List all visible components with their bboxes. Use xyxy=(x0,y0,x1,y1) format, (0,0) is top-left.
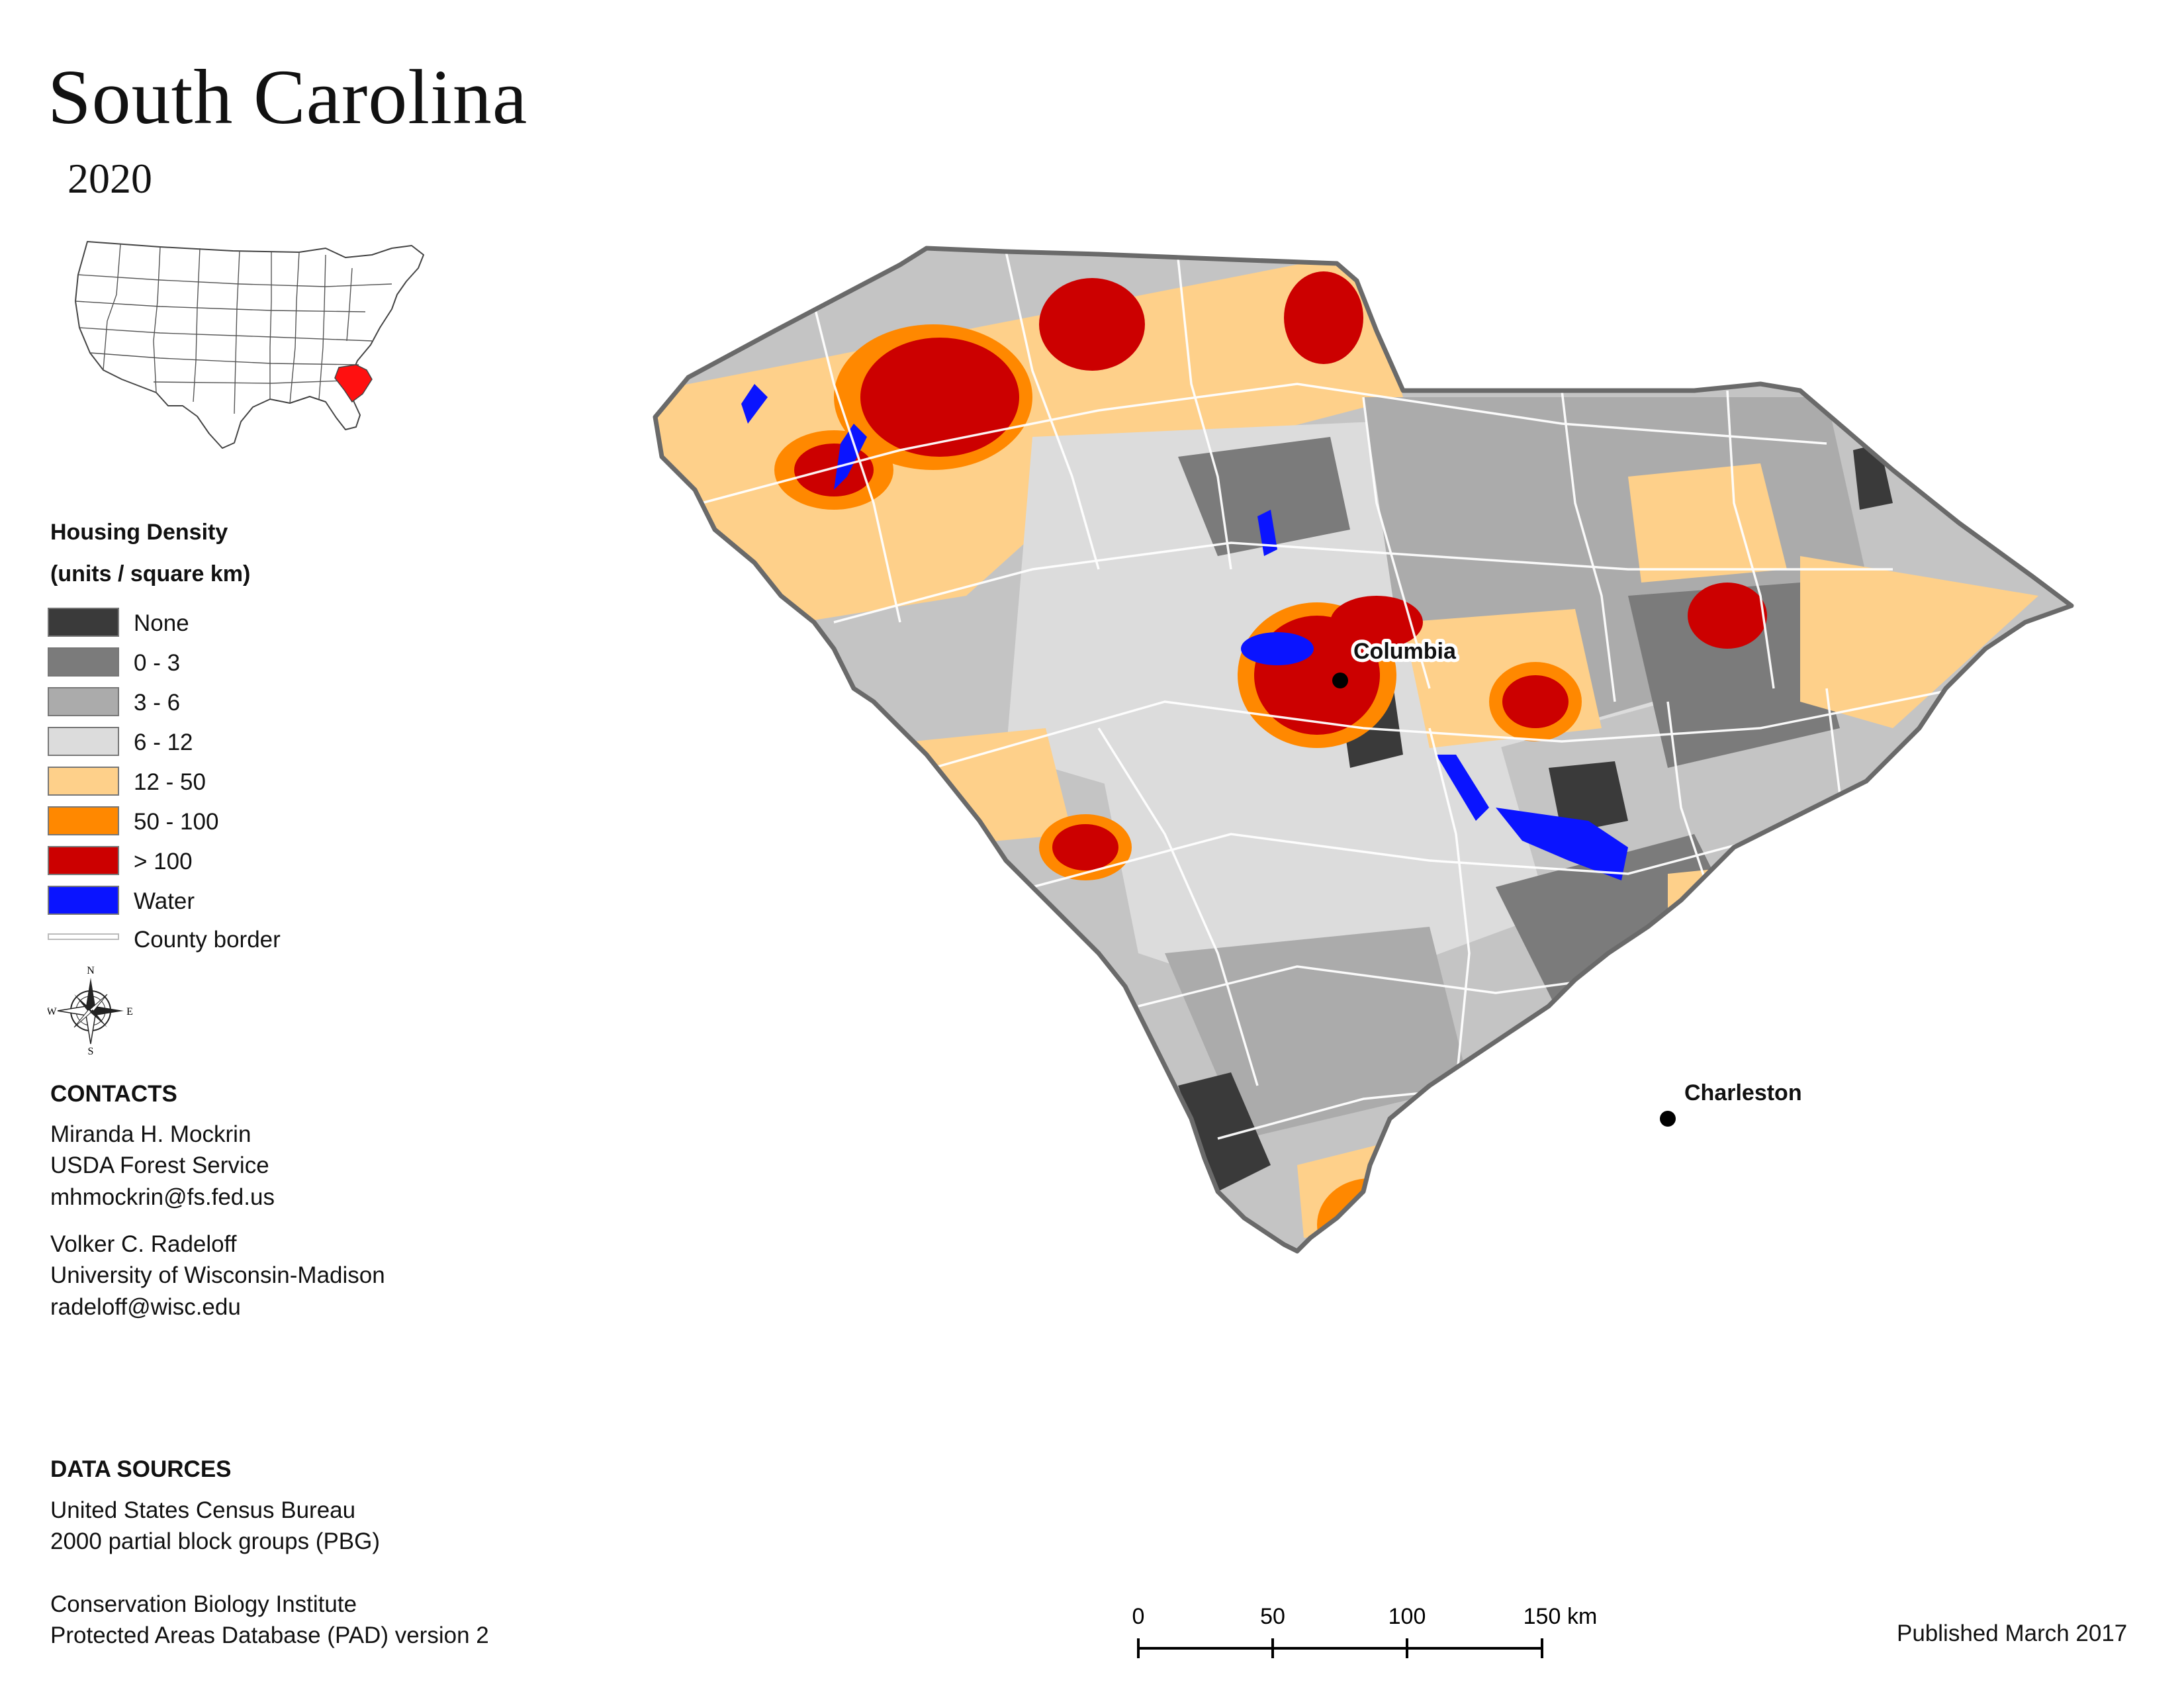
published-date: Published March 2017 xyxy=(1897,1620,2128,1646)
legend-swatch xyxy=(48,846,119,875)
county-border-swatch xyxy=(48,933,119,940)
legend-item-6-12: 6 - 12 xyxy=(48,727,445,756)
legend-item-3-6: 3 - 6 xyxy=(48,687,445,716)
legend-item-county-border: County border xyxy=(48,924,445,953)
contact-email[interactable]: radeloff@wisc.edu xyxy=(50,1293,241,1320)
data-source-line: Conservation Biology Institute xyxy=(50,1591,357,1617)
contact-name: Miranda H. Mockrin xyxy=(50,1121,251,1147)
legend-label: 6 - 12 xyxy=(134,729,193,755)
legend-swatch xyxy=(48,767,119,796)
legend-swatch xyxy=(48,727,119,756)
compass-rose-icon: N S W E xyxy=(48,965,133,1056)
data-source-line: Protected Areas Database (PAD) version 2 xyxy=(50,1622,489,1649)
legend-label: > 100 xyxy=(134,849,193,874)
state-borders xyxy=(75,244,392,414)
compass-s: S xyxy=(88,1046,94,1056)
contact-email[interactable]: mhmockrin@fs.fed.us xyxy=(50,1184,275,1210)
legend-label: 3 - 6 xyxy=(134,690,181,716)
legend-swatch xyxy=(48,608,119,637)
south-carolina-density-map: Columbia Charleston xyxy=(653,246,2074,1254)
data-sources-heading: DATA SOURCES xyxy=(50,1456,232,1482)
legend-item-50-100: 50 - 100 xyxy=(48,806,445,835)
legend-title: Housing Density xyxy=(50,520,228,545)
city-charleston: Charleston xyxy=(1660,1077,1805,1127)
contact-2: Volker C. Radeloff University of Wiscons… xyxy=(50,1229,385,1323)
compass-e: E xyxy=(126,1006,133,1017)
legend-swatch xyxy=(48,886,119,915)
city-columbia: Columbia xyxy=(1332,635,1460,688)
south-carolina-highlight xyxy=(334,364,373,403)
scale-tick-0: 0 xyxy=(1132,1604,1145,1629)
legend-label: 0 - 3 xyxy=(134,650,181,676)
scale-unit: km xyxy=(1567,1604,1597,1629)
legend-label: County border xyxy=(134,927,281,953)
contact-1: Miranda H. Mockrin USDA Forest Service m… xyxy=(50,1119,275,1213)
compass-w: W xyxy=(48,1006,57,1017)
legend-swatch xyxy=(48,647,119,677)
scale-tick-50: 50 xyxy=(1260,1604,1285,1629)
contact-org: University of Wisconsin-Madison xyxy=(50,1262,385,1289)
city-label-columbia: Columbia xyxy=(1353,639,1457,664)
legend-units: (units / square km) xyxy=(50,561,251,586)
legend-label: 50 - 100 xyxy=(134,809,219,835)
legend-item-12-50: 12 - 50 xyxy=(48,767,445,796)
scale-tick-100: 100 xyxy=(1388,1604,1426,1629)
contact-org: USDA Forest Service xyxy=(50,1152,269,1179)
contact-name: Volker C. Radeloff xyxy=(50,1231,237,1257)
legend-swatch xyxy=(48,687,119,716)
map-year: 2020 xyxy=(68,155,152,202)
city-marker xyxy=(1332,673,1348,688)
legend-item-0-3: 0 - 3 xyxy=(48,647,445,677)
contacts-heading: CONTACTS xyxy=(50,1081,177,1107)
legend-swatch xyxy=(48,806,119,835)
data-source-line: United States Census Bureau xyxy=(50,1497,356,1523)
legend-item-none: None xyxy=(48,608,445,637)
county-borders xyxy=(701,251,1960,1140)
legend-label: Water xyxy=(134,888,195,914)
city-label-charleston: Charleston xyxy=(1684,1080,1802,1105)
state-outline xyxy=(653,246,2074,1254)
us-outline xyxy=(75,241,424,449)
scale-tick-150: 150 xyxy=(1524,1604,1561,1629)
city-marker xyxy=(1660,1111,1676,1127)
legend-label: None xyxy=(134,610,189,636)
scale-bar: 0 50 100 150 km xyxy=(1132,1604,1597,1658)
compass-n: N xyxy=(87,965,95,976)
legend-label: 12 - 50 xyxy=(134,769,206,795)
legend-item-water: Water xyxy=(48,886,445,915)
legend-item-over-100: > 100 xyxy=(48,846,445,875)
data-source-1: United States Census Bureau 2000 partial… xyxy=(50,1495,380,1558)
data-source-2: Conservation Biology Institute Protected… xyxy=(50,1589,489,1652)
data-source-line: 2000 partial block groups (PBG) xyxy=(50,1528,381,1555)
map-title: South Carolina xyxy=(48,54,528,140)
us-locator-inset xyxy=(75,241,424,449)
